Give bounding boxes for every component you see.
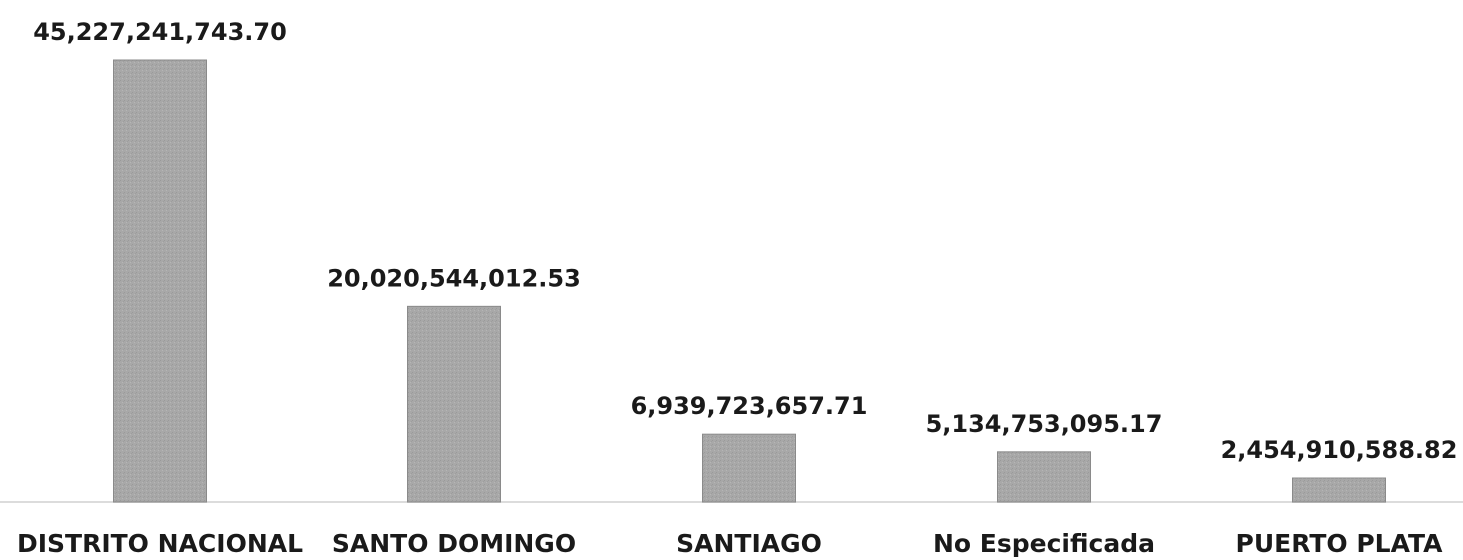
data-label-2: 20,020,544,012.53 <box>327 264 581 292</box>
category-labels-group: DISTRITO NACIONAL SANTO DOMINGO SANTIAGO No… <box>17 529 1443 558</box>
category-label-5: PUERTO PLATA <box>1236 529 1444 558</box>
bar-3 <box>702 433 796 503</box>
data-label-5: 2,454,910,588.82 <box>1221 436 1458 464</box>
bars-group <box>113 59 1386 503</box>
data-label-1: 45,227,241,743.70 <box>33 18 287 46</box>
data-labels-group: 45,227,241,743.70 20,020,544,012.53 6,939,… <box>33 18 1457 464</box>
data-label-4: 5,134,753,095.17 <box>926 410 1163 438</box>
bar-1 <box>113 59 207 503</box>
category-label-1: DISTRITO NACIONAL <box>17 529 303 558</box>
bar-5 <box>1292 477 1386 503</box>
bar-2 <box>407 305 501 503</box>
category-label-2: SANTO DOMINGO <box>332 529 576 558</box>
category-label-3: SANTIAGO <box>676 529 822 558</box>
category-label-4: No Especificada <box>933 529 1155 558</box>
bar-4 <box>997 451 1091 503</box>
data-label-3: 6,939,723,657.71 <box>631 392 868 420</box>
